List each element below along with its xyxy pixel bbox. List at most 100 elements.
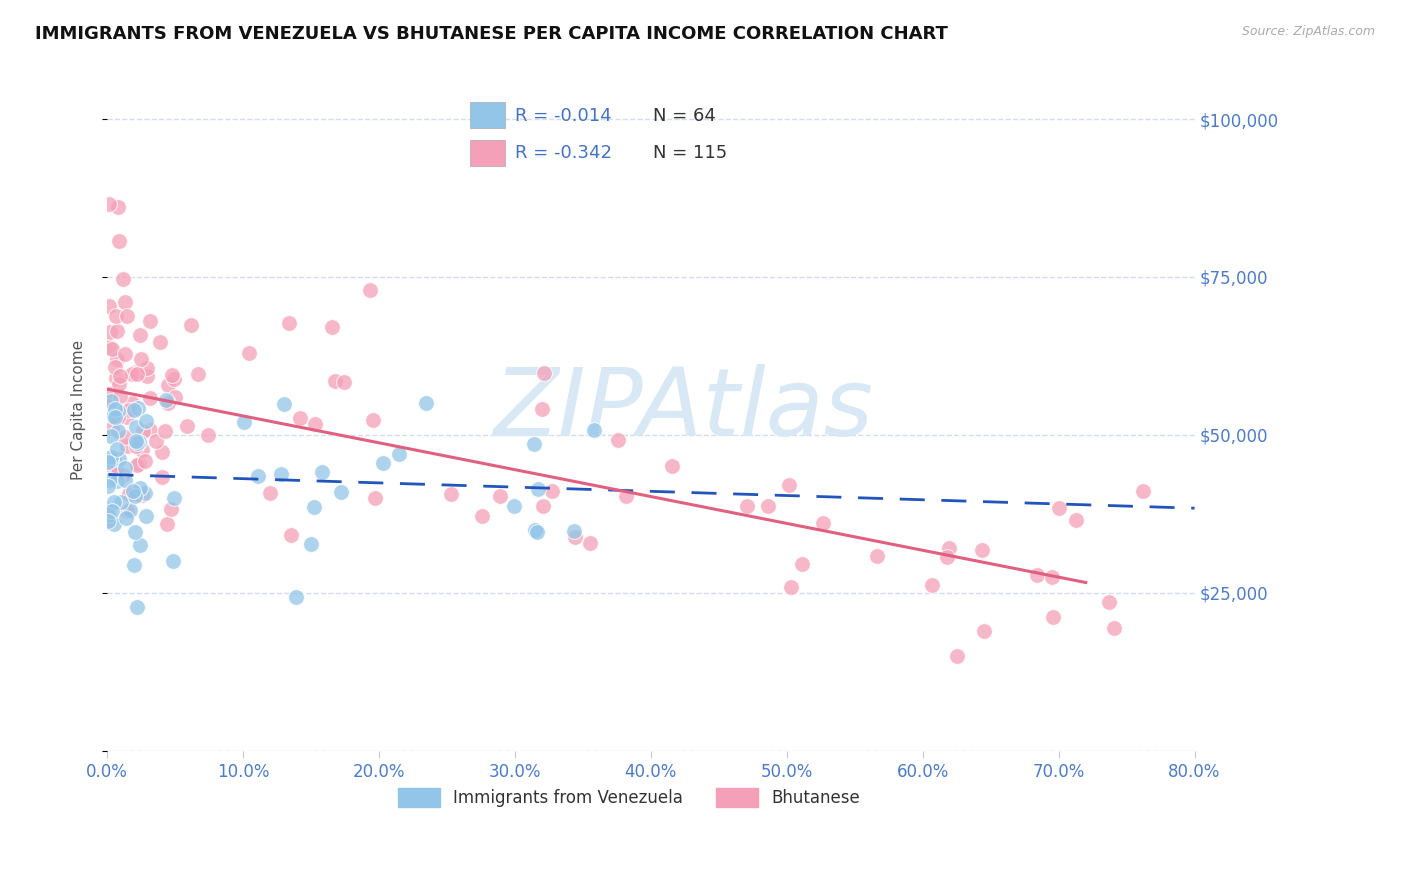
Point	[162, 554, 184, 568]
Point	[583, 423, 606, 437]
Point	[101, 458, 124, 473]
Point	[921, 578, 943, 592]
Point	[100, 450, 122, 465]
Point	[614, 489, 637, 503]
Point	[973, 624, 995, 639]
Point	[103, 495, 125, 509]
Point	[333, 376, 356, 390]
Point	[117, 504, 139, 518]
Point	[107, 452, 129, 467]
Point	[128, 457, 150, 471]
Point	[299, 537, 322, 551]
Point	[388, 447, 411, 461]
Point	[811, 516, 834, 531]
Point	[489, 489, 512, 503]
Point	[134, 454, 156, 468]
Point	[118, 403, 141, 417]
Point	[100, 429, 122, 443]
Point	[131, 351, 153, 366]
Point	[98, 387, 121, 401]
Point	[138, 423, 160, 437]
Point	[125, 599, 148, 614]
Point	[278, 316, 301, 330]
Point	[1026, 567, 1049, 582]
Legend: Immigrants from Venezuela, Bhutanese: Immigrants from Venezuela, Bhutanese	[391, 781, 866, 814]
Point	[134, 486, 156, 500]
Point	[136, 368, 159, 383]
Point	[946, 648, 969, 663]
Point	[156, 396, 179, 410]
Point	[155, 392, 177, 407]
Point	[115, 310, 138, 324]
Point	[1040, 570, 1063, 584]
Point	[108, 235, 131, 249]
Point	[523, 523, 546, 537]
Point	[125, 365, 148, 379]
Point	[124, 489, 146, 503]
Point	[155, 424, 177, 438]
Point	[359, 283, 381, 297]
Point	[533, 366, 555, 380]
Point	[125, 435, 148, 450]
Point	[1049, 501, 1071, 516]
Point	[129, 481, 152, 495]
Point	[866, 549, 889, 563]
Point	[132, 424, 155, 438]
Point	[311, 465, 333, 479]
Point	[131, 442, 153, 457]
Point	[104, 409, 127, 424]
Point	[150, 470, 173, 484]
Point	[107, 466, 129, 480]
Point	[115, 511, 138, 525]
Point	[128, 537, 150, 551]
Point	[176, 419, 198, 434]
Point	[105, 351, 128, 366]
Point	[127, 458, 149, 472]
Point	[564, 530, 586, 544]
Point	[107, 201, 129, 215]
Point	[103, 453, 125, 467]
Point	[131, 488, 153, 502]
Point	[737, 499, 759, 513]
Point	[125, 367, 148, 381]
Point	[135, 415, 157, 429]
Point	[105, 324, 128, 338]
Point	[114, 346, 136, 360]
Point	[139, 391, 162, 405]
Point	[117, 487, 139, 501]
Point	[121, 395, 143, 409]
Point	[471, 508, 494, 523]
Point	[107, 404, 129, 418]
Point	[259, 486, 281, 500]
Point	[101, 457, 124, 471]
Point	[165, 390, 187, 404]
Point	[531, 499, 554, 513]
Point	[440, 487, 463, 501]
Point	[108, 376, 131, 391]
Point	[97, 197, 120, 211]
Point	[128, 435, 150, 450]
Point	[149, 334, 172, 349]
Point	[100, 504, 122, 518]
Point	[540, 483, 562, 498]
Point	[97, 515, 120, 529]
Point	[114, 461, 136, 475]
Point	[778, 478, 800, 492]
Point	[135, 508, 157, 523]
Point	[111, 468, 134, 483]
Point	[98, 325, 121, 339]
Point	[1064, 513, 1087, 527]
Point	[145, 434, 167, 448]
Point	[101, 409, 124, 423]
Point	[104, 360, 127, 375]
Point	[790, 557, 813, 571]
Point	[330, 484, 353, 499]
Point	[284, 590, 307, 604]
Point	[110, 389, 132, 403]
Point	[101, 342, 124, 356]
Point	[1098, 594, 1121, 608]
Point	[246, 468, 269, 483]
Point	[110, 494, 132, 508]
Point	[273, 397, 295, 411]
Point	[97, 455, 120, 469]
